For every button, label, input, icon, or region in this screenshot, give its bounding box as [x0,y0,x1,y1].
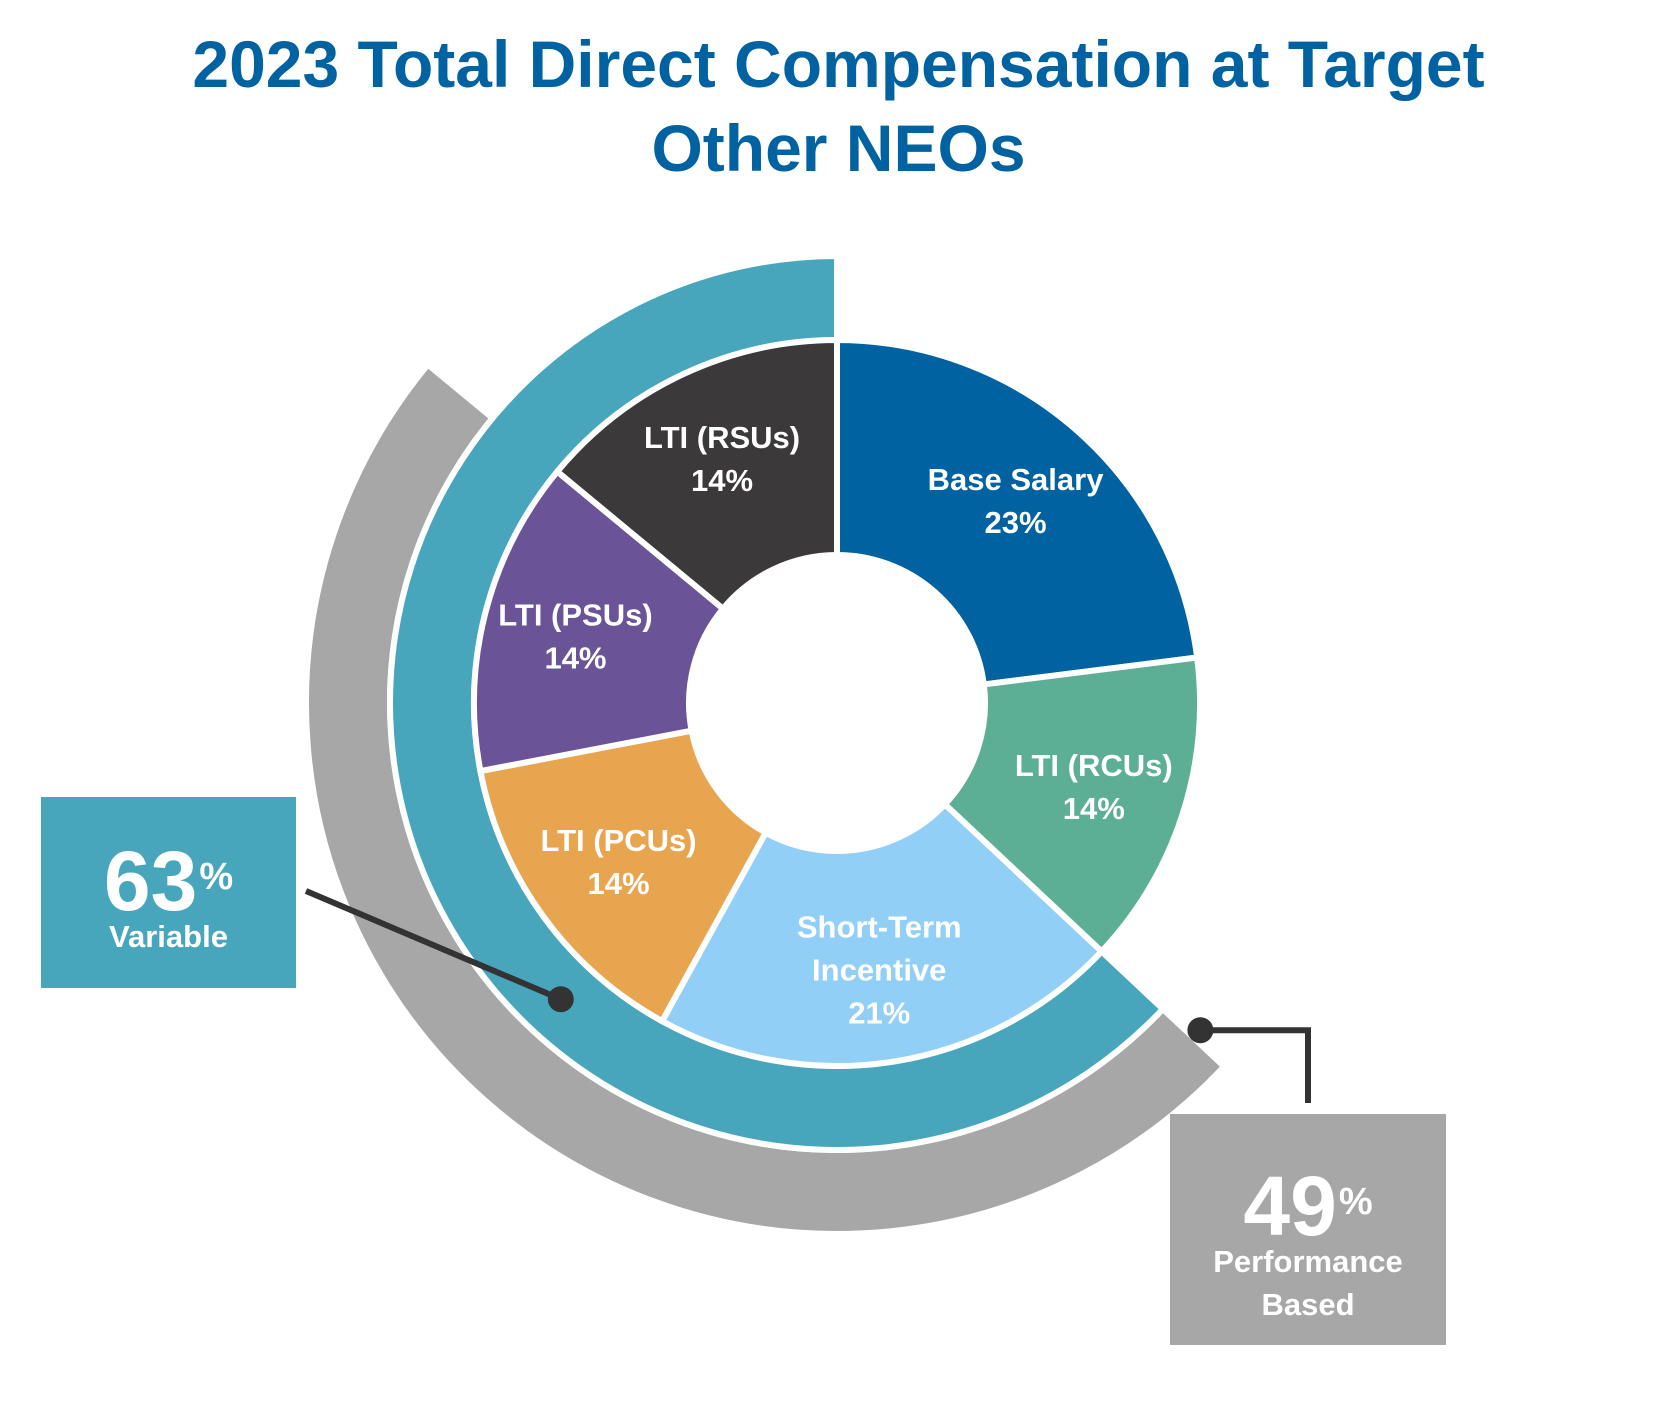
performance-value: 49% [1170,1164,1446,1248]
chart-title-line1: 2023 Total Direct Compensation at Target [192,27,1485,101]
slice-label-line: 14% [544,640,606,675]
slice-short-term-incentive [658,800,1106,1069]
slice-lti-rcus [940,654,1204,956]
slice-label-line: LTI (RSUs) [644,420,800,455]
performance-callout: 49% Performance Based [1170,1114,1446,1345]
slice-label-base-salary: Base Salary 23% [928,462,1105,540]
performance-unit: % [1338,1181,1373,1223]
slice-label-line: Short-Term [797,910,962,945]
slice-label-lti-rsus: LTI (RSUs) 14% [644,420,800,498]
slice-lti-psus [471,467,728,775]
performance-number: 49 [1243,1159,1337,1253]
slice-label-lti-pcus: LTI (PCUs) 14% [540,823,696,901]
variable-value: 63% [41,839,296,923]
slice-label-line: 14% [1063,791,1125,826]
slice-label-line: 21% [848,996,910,1031]
slice-base-salary [834,336,1201,688]
slice-label-short-term-incentive: Short-Term Incentive 21% [797,910,962,1031]
slice-label-line: 14% [588,866,650,901]
variable-connector-line [304,888,562,1002]
slice-label-line: LTI (PCUs) [540,823,696,858]
slice-label-line: Incentive [812,953,946,988]
variable-label: Variable [109,919,228,954]
variable-unit: % [199,856,234,898]
variable-number: 63 [103,834,198,928]
variable-callout: 63% Variable [41,797,296,988]
slice-label-lti-rcus: LTI (RCUs) 14% [1015,748,1173,826]
slice-label-line: 23% [985,505,1047,540]
slice-lti-pcus [476,727,770,1026]
slice-label-line: LTI (PSUs) [498,597,652,632]
performance-label-line1: Performance [1213,1244,1403,1279]
slice-label-line: Base Salary [928,462,1105,497]
performance-label-line2: Based [1261,1287,1355,1322]
performance-connector-dot [1187,1017,1214,1044]
variable-connector-dot [547,986,574,1013]
slice-lti-rsus [553,336,840,613]
performance-label: Performance Based [1170,1240,1446,1326]
performance-connector-line [1200,1027,1311,1103]
slice-label-line: 14% [691,463,753,498]
chart-title-line2: Other NEOs [651,111,1026,185]
slice-label-lti-psus: LTI (PSUs) 14% [498,597,652,675]
slice-label-line: LTI (RCUs) [1015,748,1173,783]
